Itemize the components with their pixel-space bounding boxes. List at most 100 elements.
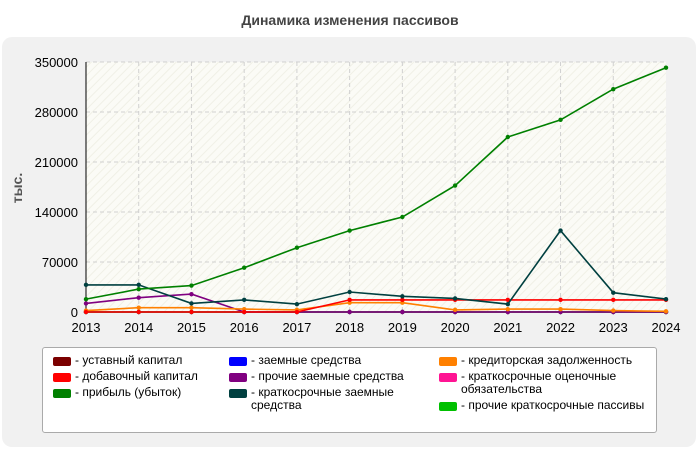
series-line <box>86 229 667 305</box>
y-tick-label: 0 <box>71 305 78 320</box>
data-point <box>505 297 511 303</box>
legend-label: - прочие краткосрочные пассивы <box>461 398 645 412</box>
x-tick-label: 2019 <box>388 320 417 335</box>
data-point <box>294 245 300 250</box>
x-tick-label: 2014 <box>124 320 153 335</box>
data-point <box>347 228 352 233</box>
series-6 <box>83 228 669 307</box>
data-point <box>241 309 247 315</box>
legend-item: - краткосрочные заемные средства <box>229 386 429 412</box>
data-point <box>294 301 300 307</box>
data-point <box>189 291 194 297</box>
data-point <box>241 297 247 303</box>
data-point <box>505 306 511 312</box>
legend-item: - добавочный капитал <box>53 370 233 383</box>
series-line <box>85 66 667 300</box>
data-point <box>663 296 669 302</box>
legend-item: - прочие краткосрочные пассивы <box>439 399 654 412</box>
x-tick-label: 2020 <box>441 320 470 335</box>
legend-swatch <box>439 373 457 382</box>
data-point <box>505 301 511 307</box>
data-point <box>83 296 89 302</box>
legend-label: - краткосрочные оценочные обязательства <box>461 369 617 396</box>
legend-column-1: - уставный капитал - добавочный капитал - … <box>53 354 233 402</box>
y-tick-label: 350000 <box>35 55 78 70</box>
legend-label: - прибыль (убыток) <box>75 385 182 399</box>
y-tick-label: 280000 <box>35 105 78 120</box>
data-point <box>189 309 194 315</box>
legend-item: - краткосрочные оценочные обязательства <box>439 370 654 396</box>
data-point <box>611 290 616 295</box>
data-point <box>452 307 458 313</box>
data-point <box>400 297 405 303</box>
legend-column-3: - кредиторская задолженность - краткосроч… <box>439 354 654 415</box>
series-line <box>85 301 667 313</box>
x-tick-label: 2016 <box>230 320 259 335</box>
series-layer <box>83 65 669 315</box>
data-point <box>189 301 194 306</box>
y-axis-title: тыс. <box>9 173 25 204</box>
data-point <box>189 305 194 310</box>
x-tick-label: 2022 <box>546 320 575 335</box>
series-2 <box>83 297 669 315</box>
data-point <box>347 297 352 303</box>
legend-item: - прочие заемные средства <box>229 370 429 383</box>
data-point <box>452 183 458 188</box>
series-line <box>86 299 666 313</box>
data-point <box>663 309 669 314</box>
y-tick-label: 210000 <box>35 155 78 170</box>
legend-item: - заемные средства <box>229 354 429 367</box>
data-point <box>347 289 352 295</box>
data-point <box>558 297 563 303</box>
x-tick-label: 2024 <box>652 320 681 335</box>
data-point <box>663 65 669 70</box>
data-point <box>611 86 616 92</box>
x-tick-label: 2021 <box>493 320 522 335</box>
legend-label: - заемные средства <box>251 353 362 367</box>
legend-swatch <box>439 357 457 366</box>
data-point <box>400 309 405 315</box>
legend-item: - уставный капитал <box>53 354 233 367</box>
legend-item: - прибыль (убыток) <box>53 386 233 399</box>
x-tick-label: 2023 <box>599 320 628 335</box>
legend-label: - кредиторская задолженность <box>461 353 633 367</box>
chart-title: Динамика изменения пассивов <box>241 12 459 28</box>
legend-item: - кредиторская задолженность <box>439 354 654 367</box>
series-line <box>85 293 666 313</box>
legend-swatch <box>53 373 71 382</box>
data-point <box>452 296 458 301</box>
plot-area <box>86 62 666 312</box>
data-point <box>347 309 352 315</box>
data-point <box>83 301 89 306</box>
data-point <box>136 305 141 310</box>
data-point <box>611 297 616 303</box>
legend-label: - уставный капитал <box>75 353 183 367</box>
legend-label: - краткосрочные заемные средства <box>251 385 394 412</box>
y-tick-label: 70000 <box>42 255 78 270</box>
grid-lines <box>86 61 666 312</box>
data-point <box>400 214 405 220</box>
legend-swatch <box>229 389 247 398</box>
data-point <box>136 286 141 292</box>
data-point <box>505 134 511 140</box>
series-3 <box>83 65 669 302</box>
data-point <box>136 295 141 300</box>
x-tick-label: 2013 <box>72 320 101 335</box>
x-tick-label: 2015 <box>177 320 206 335</box>
data-point <box>400 294 405 299</box>
data-point <box>136 282 141 288</box>
legend-label: - добавочный капитал <box>75 369 198 383</box>
tick-labels: 0 70000 140000 210000 280000 350000 2013 2014 20… <box>35 55 681 335</box>
legend: - уставный капитал - добавочный капитал - … <box>42 347 657 433</box>
legend-swatch <box>53 389 71 398</box>
data-point <box>83 309 89 315</box>
data-point <box>558 228 563 233</box>
y-tick-label: 140000 <box>35 205 78 220</box>
x-tick-label: 2017 <box>282 320 311 335</box>
legend-swatch <box>229 373 247 382</box>
legend-swatch <box>439 402 457 411</box>
data-point <box>241 265 247 270</box>
legend-swatch <box>53 357 71 366</box>
legend-label: - прочие заемные средства <box>251 369 404 383</box>
